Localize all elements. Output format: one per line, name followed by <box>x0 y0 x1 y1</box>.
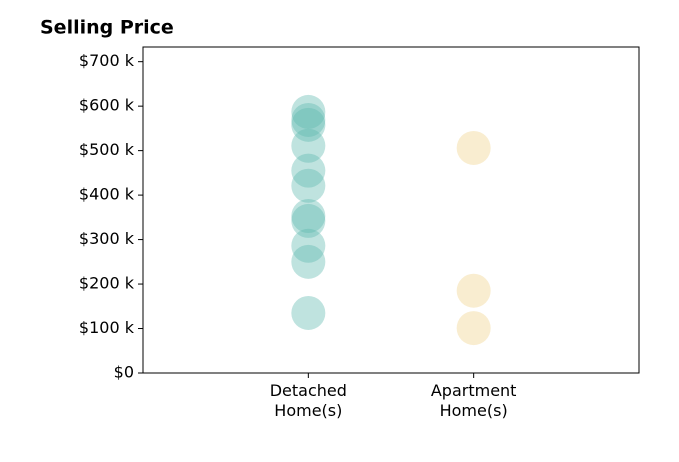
point <box>291 199 326 234</box>
y-tick-label: $200 k <box>79 274 135 293</box>
x-tick-label: Detached Home(s) <box>269 381 347 420</box>
point <box>456 311 491 346</box>
y-tick-label: $500 k <box>79 140 135 159</box>
point <box>291 295 326 330</box>
point <box>291 107 326 142</box>
y-tick-label: $600 k <box>79 96 135 115</box>
point <box>291 244 326 279</box>
point <box>456 130 491 165</box>
point <box>291 228 326 263</box>
chart-title: Selling Price <box>40 17 174 39</box>
point <box>291 94 326 129</box>
plot-frame <box>142 46 640 374</box>
y-tick-label: $0 <box>114 363 134 382</box>
y-tick-label: $700 k <box>79 51 135 70</box>
point <box>291 203 326 238</box>
y-tick-label: $100 k <box>79 318 135 337</box>
y-tick-label: $400 k <box>79 185 135 204</box>
point <box>291 153 326 188</box>
point <box>456 273 491 308</box>
point <box>291 168 326 203</box>
x-tick-label: Apartment Home(s) <box>430 381 517 420</box>
y-tick-label: $300 k <box>79 229 135 248</box>
point <box>291 128 326 163</box>
point <box>291 102 326 137</box>
